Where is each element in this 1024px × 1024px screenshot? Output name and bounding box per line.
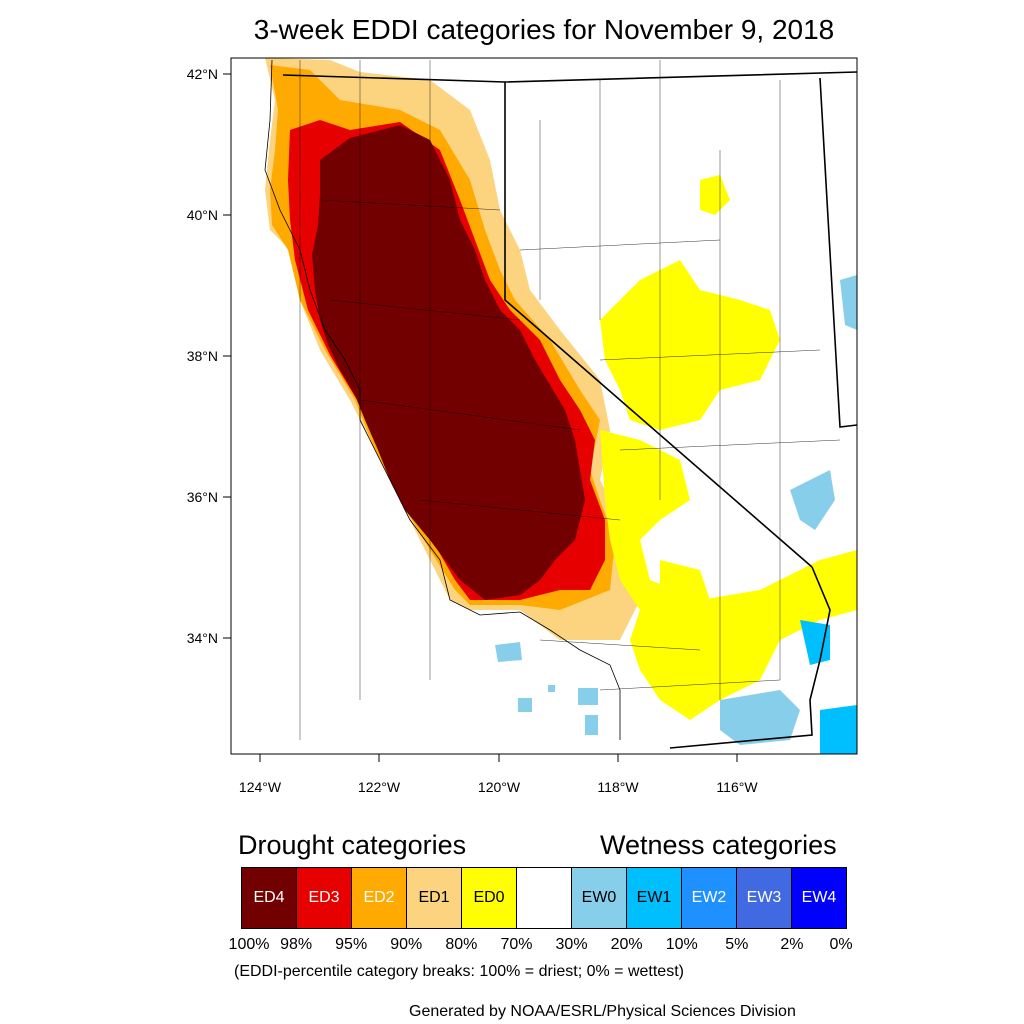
map-title: 3-week EDDI categories for November 9, 2…: [253, 14, 835, 45]
break-label: 30%: [555, 936, 588, 953]
lat-label: 36°N: [187, 489, 218, 505]
legend-swatch: EW3: [737, 868, 792, 928]
breaks-note: (EDDI-percentile category breaks: 100% =…: [234, 963, 684, 980]
legend-swatch: [517, 868, 572, 928]
break-label: 90%: [390, 936, 423, 953]
lon-label: 122°W: [358, 779, 401, 795]
eddi-map: 42°N 40°N 38°N 36°N 34°N 124°W 122°W 120…: [187, 57, 858, 795]
ed0-region-central-nv: [600, 260, 780, 430]
break-label: 20%: [610, 936, 643, 953]
legend-swatch: EW2: [682, 868, 737, 928]
ed4-region: [312, 125, 585, 600]
legend-swatch: EW1: [627, 868, 682, 928]
lat-axis: 42°N 40°N 38°N 36°N 34°N: [187, 66, 231, 646]
legend-swatch: ED1: [407, 868, 462, 928]
lat-label: 34°N: [187, 630, 218, 646]
category-colorbar: ED4 ED3 ED2 ED1 ED0 EW0 EW1 EW2 EW3 EW4: [241, 867, 847, 929]
break-label: 80%: [445, 936, 478, 953]
legend-swatch: EW4: [792, 868, 846, 928]
break-label: 5%: [725, 936, 749, 953]
lon-label: 116°W: [716, 779, 758, 795]
ew0-region-lake: [790, 470, 835, 530]
legend-swatch: ED2: [352, 868, 407, 928]
break-label: 70%: [500, 936, 533, 953]
drought-heading: Drought categories: [238, 830, 467, 860]
coastline: [264, 59, 621, 740]
ew1-region-se: [800, 620, 830, 665]
break-label: 0%: [829, 936, 853, 953]
legend-swatch: ED4: [242, 868, 297, 928]
wetness-heading: Wetness categories: [600, 830, 837, 860]
break-label: 10%: [665, 936, 698, 953]
credit-line: Generated by NOAA/ESRL/Physical Sciences…: [409, 1003, 796, 1020]
ed0-region-mojave: [660, 560, 710, 610]
break-label: 100%: [228, 936, 270, 953]
legend-swatch: EW0: [572, 868, 627, 928]
lat-label: 40°N: [187, 207, 218, 223]
ed0-region-south: [600, 430, 857, 720]
lat-label: 38°N: [187, 348, 218, 364]
lon-label: 124°W: [239, 779, 282, 795]
ed0-region-ne: [700, 175, 730, 215]
ew0-region-east: [840, 275, 857, 330]
lon-label: 118°W: [597, 779, 639, 795]
category-breaks: 100% 98% 95% 90% 80% 70% 30% 20% 10% 5% 2% 0%: [0, 936, 1024, 956]
ew1-region-sw: [820, 705, 857, 754]
lon-label: 120°W: [478, 779, 521, 795]
lat-label: 42°N: [187, 66, 218, 82]
break-label: 98%: [280, 936, 313, 953]
legend-swatch: ED0: [462, 868, 517, 928]
break-label: 95%: [335, 936, 368, 953]
ew0-region-se: [720, 690, 800, 745]
break-label: 2%: [780, 936, 804, 953]
legend-swatch: ED3: [297, 868, 352, 928]
lon-axis: 124°W 122°W 120°W 118°W 116°W: [239, 754, 758, 795]
ew0-islands: [495, 642, 598, 735]
